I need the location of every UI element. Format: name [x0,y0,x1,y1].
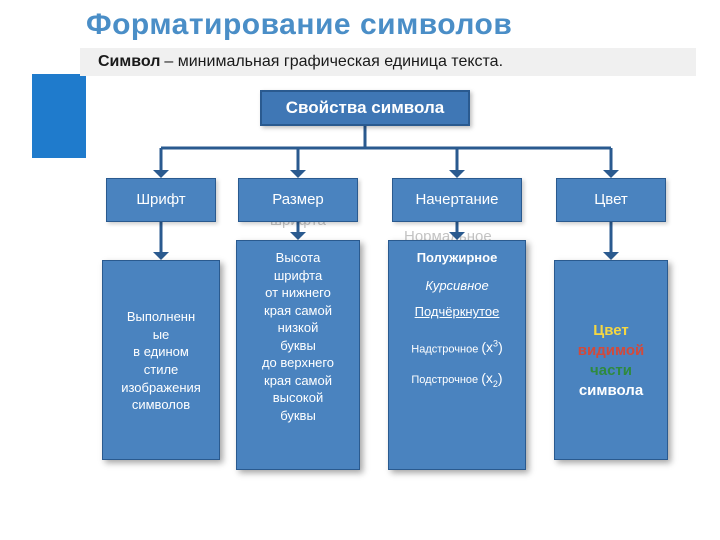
subtitle-term: Символ [98,53,160,71]
sidebar-accent-block [32,74,86,158]
prop-size: Размер [238,178,358,222]
root-node: Свойства символа [260,90,470,126]
subtitle-bar: Символ – минимальная графическая единица… [80,48,696,76]
prop-color: Цвет [556,178,666,222]
desc-size: Высоташрифтаот нижнегокрая самойнизкойбу… [236,240,360,470]
page-title: Форматирование символов [86,8,512,42]
desc-color: Цветвидимойчастисимвола [554,260,668,460]
desc-style: ПолужирноеКурсивноеПодчёркнутоеНадстрочн… [388,240,526,470]
subtitle-definition: – минимальная графическая единица текста… [164,53,503,71]
prop-font: Шрифт [106,178,216,222]
prop-style: Начертание [392,178,522,222]
desc-font: Выполненныев единомстилеизображениясимво… [102,260,220,460]
